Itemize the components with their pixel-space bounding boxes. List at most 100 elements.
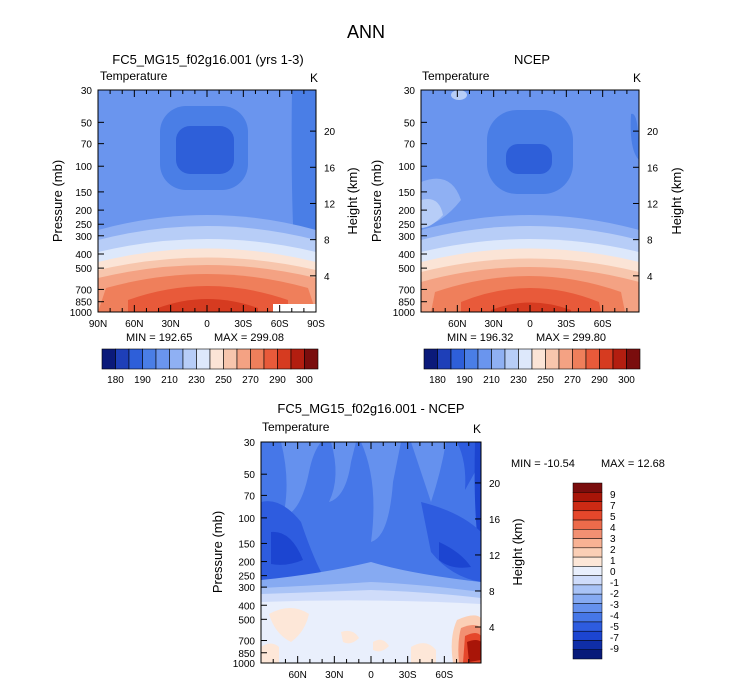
panel-ncep: NCEP Temperature K 305070100150200250300… [369,52,684,386]
lat-tick-label: 60N [448,319,466,330]
colorbar-label: -2 [610,589,619,600]
colorbar-cell [504,348,519,370]
lat-tick-label: 30S [234,319,252,330]
lat-tick-label: 30N [161,319,179,330]
colorbar-label: -5 [610,622,619,633]
colorbar-cell [101,348,116,370]
pressure-tick-label: 70 [81,140,93,151]
height-tick-label: 8 [324,236,330,247]
colorbar-label: -7 [610,633,619,644]
pressure-tick-label: 30 [404,86,416,97]
colorbar-cell [437,348,452,370]
colorbar-label: -9 [610,644,619,655]
colorbar-cell [423,348,438,370]
pressure-tick-label: 300 [238,583,255,594]
panel-model-subtitle-right: K [310,71,318,85]
height-tick-label: 20 [324,127,336,138]
panel-ncep-subtitle-right: K [633,71,641,85]
height-tick-label: 16 [489,515,501,526]
colorbar-label: 300 [296,375,313,386]
panel-diff-ylabel: Pressure (mb) [210,511,225,593]
colorbar-cell [572,556,603,567]
colorbar-cell [572,584,603,595]
colorbar-cell [450,348,465,370]
pressure-tick-label: 300 [398,232,415,243]
colorbar-cell [572,575,603,586]
height-tick-label: 12 [324,199,336,210]
lat-tick-label: 60S [594,319,612,330]
panel-diff-subtitle-left: Temperature [262,420,330,434]
height-tick-label: 8 [647,236,653,247]
pressure-tick-label: 100 [398,162,415,173]
pressure-tick-label: 70 [244,491,256,502]
colorbar-cell [464,348,479,370]
panel-model-ylabel: Pressure (mb) [50,160,65,242]
panel-ncep-title: NCEP [514,52,550,67]
colorbar-cell [572,547,603,558]
page-title: ANN [347,22,385,42]
colorbar-label: 0 [610,567,616,578]
pressure-tick-label: 200 [75,206,92,217]
lat-tick-label: 30N [325,670,343,681]
colorbar-label: 190 [134,375,151,386]
colorbar-label: 180 [107,375,124,386]
lat-tick-label: 0 [527,319,533,330]
colorbar-cell [290,348,305,370]
pressure-tick-label: 300 [75,232,92,243]
panel-diff-title: FC5_MG15_f02g16.001 - NCEP [277,401,464,416]
height-tick-label: 20 [647,127,659,138]
pressure-tick-label: 200 [238,558,255,569]
panel-model-max: MAX = 299.08 [214,332,284,344]
lat-tick-label: 60S [271,319,289,330]
colorbar-cell [223,348,238,370]
pressure-tick-label: 250 [398,220,415,231]
colorbar-cell [518,348,533,370]
pressure-tick-label: 400 [75,250,92,261]
pressure-tick-label: 500 [398,264,415,275]
panel-diff-ylabel-right: Height (km) [510,518,525,585]
pressure-tick-label: 150 [238,539,255,550]
colorbar-cell [599,348,614,370]
panel-model-title: FC5_MG15_f02g16.001 (yrs 1-3) [112,52,303,67]
colorbar-cell [572,630,603,641]
colorbar-cell [155,348,170,370]
colorbar-label: -1 [610,578,619,589]
colorbar-label: -4 [610,611,619,622]
panel-diff-subtitle-right: K [473,422,481,436]
colorbar-cell [572,612,603,623]
pressure-tick-label: 850 [398,298,415,309]
colorbar-cell [572,492,603,502]
pressure-tick-label: 250 [238,572,255,583]
colorbar-cell [612,348,627,370]
pressure-tick-label: 100 [238,514,255,525]
colorbar-cell [142,348,157,370]
height-tick-label: 4 [647,272,653,283]
colorbar-cell [236,348,251,370]
colorbar-cell [558,348,573,370]
pressure-tick-label: 250 [75,220,92,231]
colorbar-cell [572,510,603,521]
colorbar-cell [572,529,603,539]
pressure-tick-label: 400 [238,601,255,612]
height-tick-label: 12 [489,551,501,562]
colorbar-label: 290 [591,375,608,386]
colorbar-cell [304,348,319,370]
colorbar-cell [209,348,224,370]
pressure-tick-label: 1000 [70,308,93,319]
pressure-tick-label: 70 [404,140,416,151]
lat-tick-label: 60N [125,319,143,330]
pressure-tick-label: 700 [398,285,415,296]
height-tick-label: 16 [324,163,336,174]
colorbar-label: 4 [610,523,616,534]
colorbar-cell [572,621,603,632]
colorbar-cell [572,348,587,370]
colorbar-cell [572,538,603,549]
colorbar-cell [169,348,184,370]
pressure-tick-label: 500 [238,615,255,626]
